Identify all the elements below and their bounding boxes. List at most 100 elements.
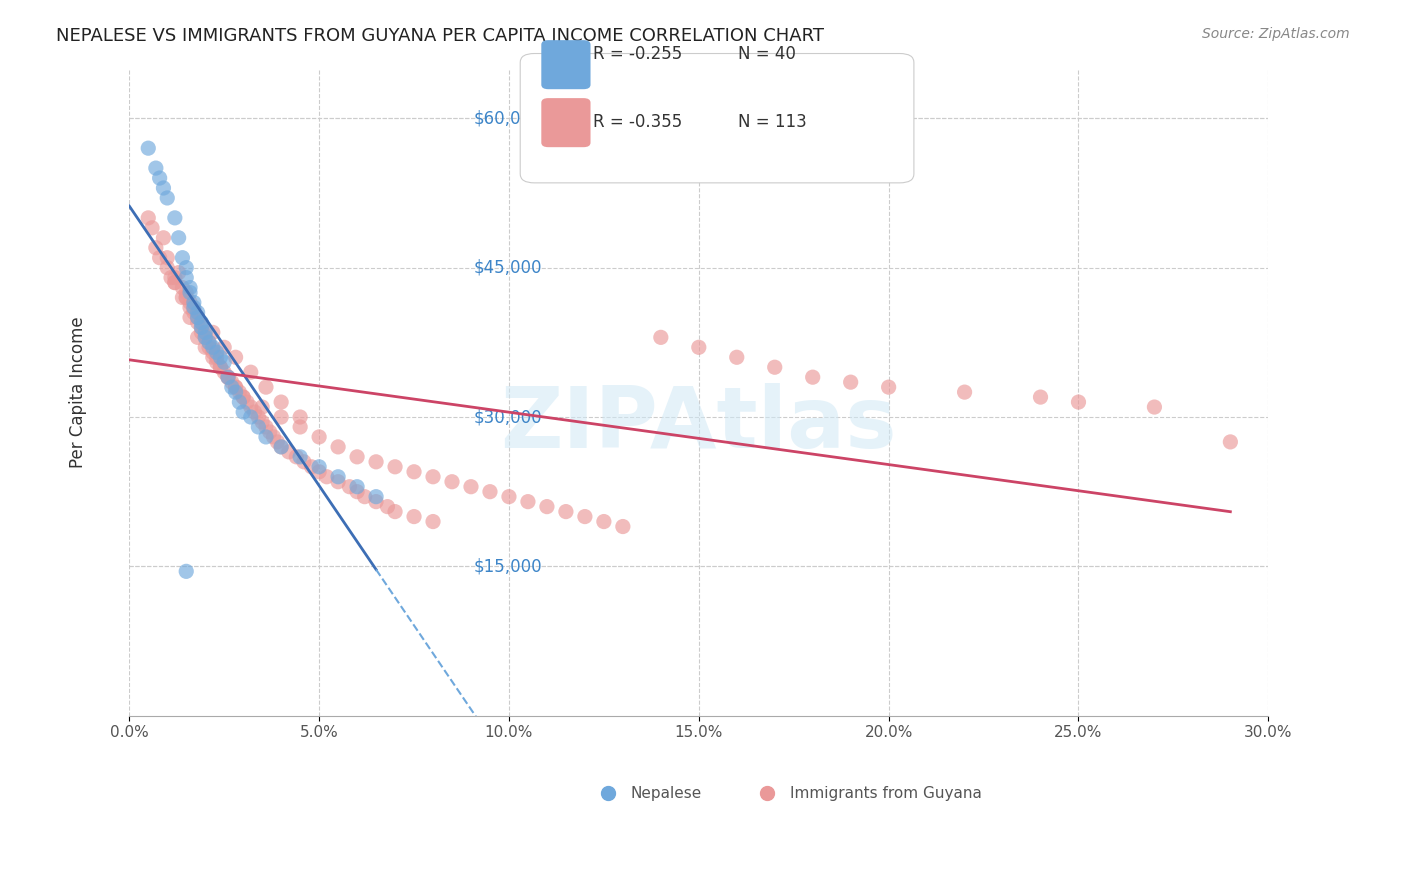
Point xyxy=(179,310,201,325)
Point xyxy=(384,505,406,519)
Point xyxy=(247,420,270,434)
Point xyxy=(516,494,538,508)
Point xyxy=(353,490,375,504)
Point xyxy=(1067,395,1090,409)
Point xyxy=(217,370,239,384)
Point xyxy=(145,161,167,175)
Point xyxy=(239,365,262,379)
Point xyxy=(308,430,330,444)
Point xyxy=(212,340,235,354)
Point xyxy=(239,410,262,425)
Point xyxy=(250,415,273,429)
Point xyxy=(346,480,368,494)
Point xyxy=(422,469,444,483)
Point xyxy=(243,405,266,419)
Point xyxy=(149,171,172,186)
Point xyxy=(232,405,254,419)
Point xyxy=(763,360,786,375)
Point xyxy=(254,420,277,434)
Point xyxy=(315,469,337,483)
Point xyxy=(183,295,205,310)
Point xyxy=(364,490,387,504)
Point xyxy=(194,330,217,344)
Text: R = -0.255: R = -0.255 xyxy=(593,45,682,62)
Point xyxy=(174,285,197,300)
Point xyxy=(263,430,285,444)
Point xyxy=(221,375,243,389)
Point xyxy=(346,450,368,464)
Point xyxy=(179,301,201,315)
Point xyxy=(198,335,221,350)
Text: $45,000: $45,000 xyxy=(474,259,541,277)
Text: Nepalese: Nepalese xyxy=(630,786,702,801)
Point xyxy=(183,302,205,317)
Point xyxy=(402,465,425,479)
Text: $15,000: $15,000 xyxy=(474,558,541,575)
Point xyxy=(163,276,186,290)
Point xyxy=(172,291,194,305)
Point xyxy=(163,270,186,285)
Point xyxy=(498,490,520,504)
Point xyxy=(194,326,217,340)
Text: N = 40: N = 40 xyxy=(738,45,796,62)
Point xyxy=(402,509,425,524)
Point xyxy=(201,326,224,340)
Point xyxy=(254,430,277,444)
Point xyxy=(554,505,576,519)
Point xyxy=(198,335,221,350)
Point xyxy=(160,270,183,285)
Point xyxy=(1219,434,1241,449)
Point xyxy=(194,330,217,344)
Point xyxy=(201,351,224,365)
Point xyxy=(285,450,308,464)
Point xyxy=(384,459,406,474)
Point xyxy=(377,500,399,514)
Point xyxy=(172,251,194,265)
Point xyxy=(839,375,862,389)
Point xyxy=(174,270,197,285)
Point xyxy=(205,355,228,369)
Point xyxy=(201,340,224,354)
Point xyxy=(179,280,201,294)
Point xyxy=(190,320,212,334)
Point xyxy=(205,345,228,359)
Text: R = -0.355: R = -0.355 xyxy=(593,113,682,131)
Point xyxy=(187,310,209,325)
Text: $30,000: $30,000 xyxy=(474,408,541,426)
Point xyxy=(953,385,976,400)
Point xyxy=(187,315,209,329)
Point xyxy=(1029,390,1052,404)
Point xyxy=(183,301,205,315)
Point xyxy=(593,515,616,529)
Point xyxy=(422,515,444,529)
Point xyxy=(225,380,247,394)
Point xyxy=(650,330,672,344)
Point xyxy=(801,370,824,384)
Point xyxy=(156,191,179,205)
Point xyxy=(201,345,224,359)
Point xyxy=(266,434,288,449)
Point xyxy=(292,455,315,469)
Point xyxy=(198,340,221,354)
Point xyxy=(163,211,186,225)
Point xyxy=(152,181,174,195)
Point xyxy=(346,484,368,499)
Point xyxy=(190,320,212,334)
Point xyxy=(187,310,209,325)
Point xyxy=(187,305,209,319)
Text: $60,000: $60,000 xyxy=(474,110,541,128)
Point xyxy=(212,365,235,379)
Point xyxy=(228,385,250,400)
Point xyxy=(250,400,273,414)
Text: ZIPAtlas: ZIPAtlas xyxy=(501,383,897,466)
Point xyxy=(536,500,558,514)
Text: N = 113: N = 113 xyxy=(738,113,807,131)
Text: Per Capita Income: Per Capita Income xyxy=(69,317,87,468)
Point xyxy=(145,241,167,255)
Point xyxy=(232,390,254,404)
Point xyxy=(187,310,209,325)
Point xyxy=(725,351,748,365)
Point xyxy=(239,400,262,414)
Point xyxy=(364,455,387,469)
Point xyxy=(225,385,247,400)
